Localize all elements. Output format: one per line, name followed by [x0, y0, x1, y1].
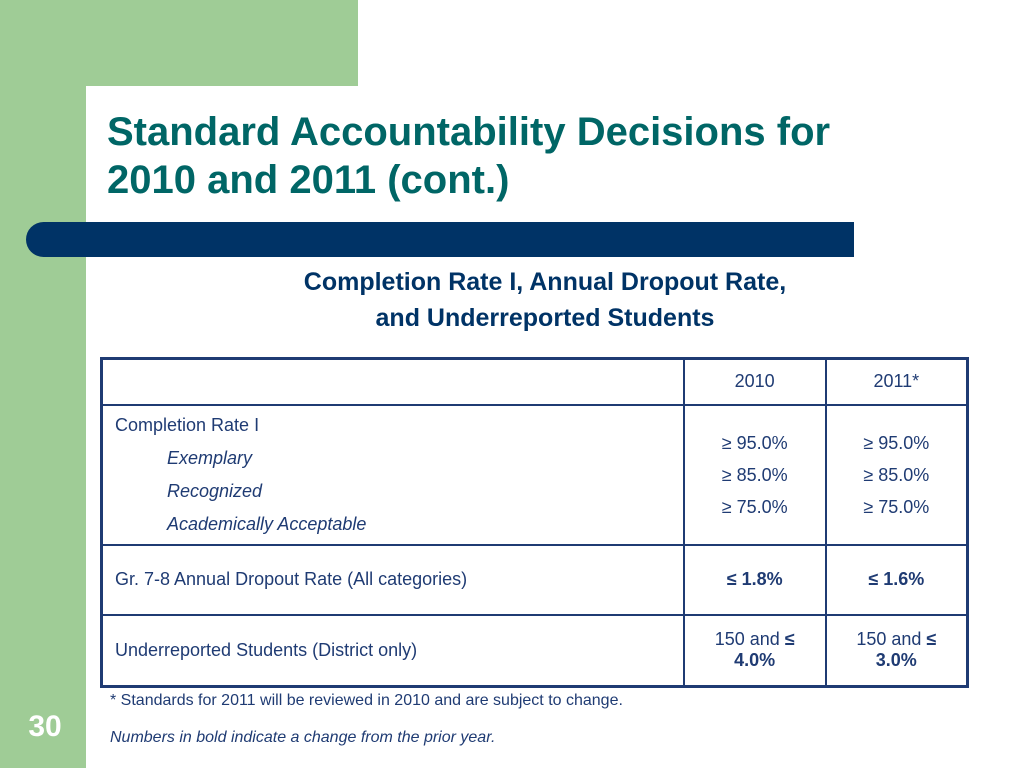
- footnote-bold: Numbers in bold indicate a change from t…: [110, 729, 496, 746]
- slide-title: Standard Accountability Decisions for 20…: [107, 108, 987, 204]
- green-accent-side: [0, 0, 86, 768]
- title-divider-bar: [26, 222, 854, 257]
- completion-2011-cell: ≥ 95.0% ≥ 85.0% ≥ 75.0%: [824, 403, 969, 546]
- underreported-2011-cell: 150 and ≤ 3.0%: [824, 613, 969, 688]
- completion-2010-recognized: ≥ 85.0%: [721, 464, 788, 485]
- completion-2010-exemplary: ≥ 95.0%: [721, 432, 788, 453]
- table-row-underreported: Underreported Students (District only) 1…: [100, 613, 969, 688]
- underreported-2011-prefix: 150 and: [856, 629, 927, 650]
- completion-2011-acceptable: ≥ 75.0%: [863, 496, 930, 517]
- completion-label: Completion Rate I: [115, 414, 260, 435]
- underreported-2010-cell: 150 and ≤ 4.0%: [682, 613, 827, 688]
- completion-2011-recognized: ≥ 85.0%: [863, 464, 930, 485]
- table-row-completion: Completion Rate I Exemplary Recognized A…: [100, 403, 969, 546]
- completion-sublabel-exemplary: Exemplary: [167, 447, 253, 468]
- footnote-review: * Standards for 2011 will be reviewed in…: [110, 692, 623, 709]
- title-line-2: 2010 and 2011 (cont.): [107, 158, 510, 202]
- dropout-2010-value: ≤ 1.8%: [682, 543, 827, 616]
- underreported-label: Underreported Students (District only): [100, 613, 685, 688]
- table-header-row: 2010 2011*: [100, 357, 969, 406]
- table-row-dropout: Gr. 7-8 Annual Dropout Rate (All categor…: [100, 543, 969, 616]
- dropout-2011-value: ≤ 1.6%: [824, 543, 969, 616]
- slide-number: 30: [28, 710, 62, 743]
- standards-table: 2010 2011* Completion Rate I Exemplary R…: [100, 357, 969, 688]
- header-cell-empty: [100, 357, 685, 406]
- completion-2010-acceptable: ≥ 75.0%: [721, 496, 788, 517]
- slide-subtitle: Completion Rate I, Annual Dropout Rate, …: [180, 264, 910, 336]
- title-line-1: Standard Accountability Decisions for: [107, 110, 831, 154]
- completion-sublabel-recognized: Recognized: [167, 480, 263, 501]
- underreported-2010-prefix: 150 and: [714, 629, 785, 650]
- underreported-2010-bold: ≤ 4.0%: [734, 629, 795, 671]
- completion-2010-cell: ≥ 95.0% ≥ 85.0% ≥ 75.0%: [682, 403, 827, 546]
- completion-label-cell: Completion Rate I Exemplary Recognized A…: [100, 403, 685, 546]
- dropout-label: Gr. 7-8 Annual Dropout Rate (All categor…: [100, 543, 685, 616]
- completion-2011-exemplary: ≥ 95.0%: [863, 432, 930, 453]
- header-cell-2010: 2010: [682, 357, 827, 406]
- subtitle-line-2: and Underreported Students: [375, 304, 715, 332]
- completion-sublabel-acceptable: Academically Acceptable: [167, 513, 367, 534]
- header-cell-2011: 2011*: [824, 357, 969, 406]
- subtitle-line-1: Completion Rate I, Annual Dropout Rate,: [303, 268, 787, 296]
- underreported-2011-bold: ≤ 3.0%: [875, 629, 937, 671]
- content-corner: [86, 86, 166, 166]
